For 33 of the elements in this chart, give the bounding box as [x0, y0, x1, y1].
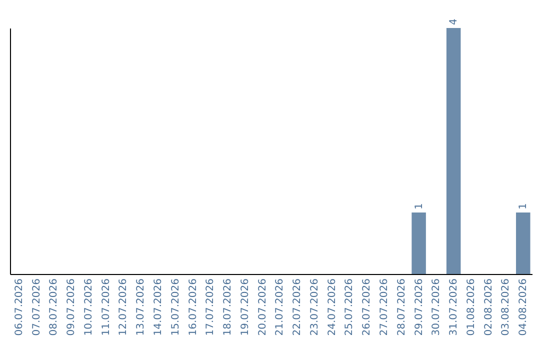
- x-tick-label: 16.07.2026: [188, 278, 199, 336]
- x-tick-label: 17.07.2026: [205, 278, 216, 336]
- x-tick-label: 25.07.2026: [344, 278, 356, 336]
- x-tick-label: 24.07.2026: [326, 278, 338, 336]
- x-tick-label: 04.08.2026: [518, 278, 530, 336]
- x-tick-label: 30.07.2026: [431, 278, 442, 336]
- x-tick-label: 01.08.2026: [466, 278, 477, 336]
- x-tick-label: 07.07.2026: [31, 278, 42, 336]
- x-tick-label: 26.07.2026: [362, 278, 373, 336]
- x-tick-label: 18.07.2026: [222, 278, 234, 336]
- x-tick-label: 28.07.2026: [396, 278, 408, 336]
- x-tick-label: 09.07.2026: [66, 278, 78, 336]
- data-label: 1: [414, 203, 425, 210]
- x-tick-label: 23.07.2026: [309, 278, 320, 336]
- x-tick-label: 10.07.2026: [83, 278, 94, 336]
- x-tick-label: 06.07.2026: [14, 278, 25, 336]
- x-tick-label: 08.07.2026: [48, 278, 60, 336]
- x-tick-label: 11.07.2026: [100, 278, 112, 336]
- x-tick-label: 31.07.2026: [448, 278, 460, 336]
- data-label: 4: [448, 18, 460, 25]
- x-tick-label: 19.07.2026: [240, 278, 251, 336]
- x-tick-label: 22.07.2026: [292, 278, 304, 336]
- x-tick-label: 15.07.2026: [170, 278, 182, 336]
- x-tick-label: 13.07.2026: [136, 278, 147, 336]
- data-label: 1: [518, 203, 530, 210]
- x-tick-label: 12.07.2026: [118, 278, 130, 336]
- x-tick-label: 03.08.2026: [500, 278, 512, 336]
- x-tick-label: 21.07.2026: [274, 278, 286, 336]
- x-tick-label: 14.07.2026: [152, 278, 164, 336]
- x-tick-label: 20.07.2026: [257, 278, 268, 336]
- x-tick-label: 02.08.2026: [483, 278, 494, 336]
- x-tick-label: 27.07.2026: [379, 278, 390, 336]
- x-tick-label: 29.07.2026: [414, 278, 425, 336]
